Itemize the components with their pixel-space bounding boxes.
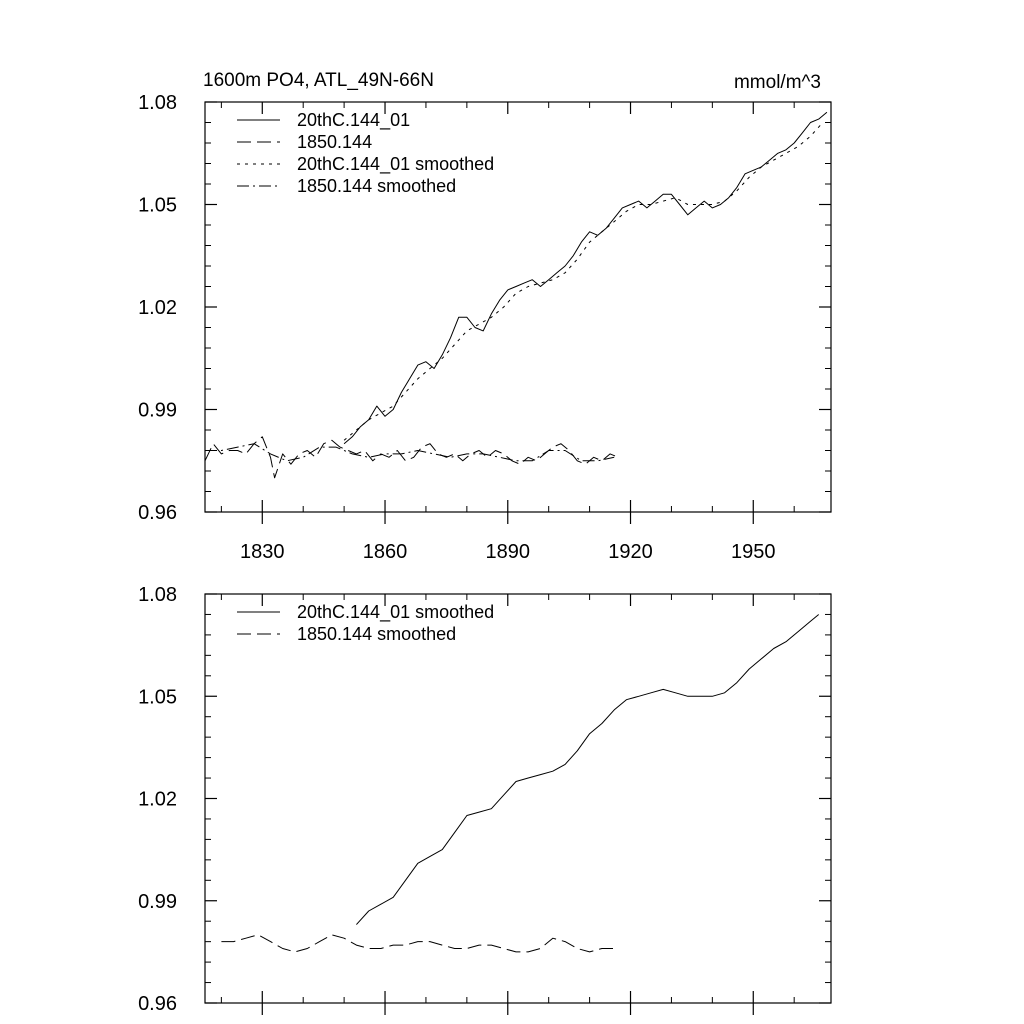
x-tick-label: 1950 (731, 541, 776, 563)
x-tick-label: 1830 (240, 541, 285, 563)
chart-title: 1600m PO4, ATL_49N-66N (203, 70, 434, 91)
legend-label: 20thC.144_01 smoothed (297, 602, 494, 623)
legend-label: 1850.144 smoothed (297, 176, 456, 196)
x-tick-label: 1890 (486, 541, 531, 563)
y-tick-label: 1.05 (138, 686, 177, 708)
x-tick-label: 1920 (608, 541, 653, 563)
y-tick-label: 1.05 (138, 195, 177, 217)
top-panel: 1830 1860 1890 1920 1950 0.96 0.99 1.02 1.05 1.08… (138, 70, 832, 563)
series-line (205, 443, 615, 462)
plot-frame (204, 593, 832, 1004)
legend-label: 1850.144 (297, 132, 372, 152)
series-line (343, 111, 828, 445)
y-tick-label: 0.99 (138, 891, 177, 913)
bottom-panel: 0.96 0.99 1.02 1.05 1.08 20thC.144_01 smoothe… (138, 584, 832, 1015)
y-tick-label: 1.08 (138, 92, 177, 114)
legend-label: 20thC.144_01 smoothed (297, 154, 494, 175)
series-line (204, 436, 619, 479)
legend-label: 20thC.144_01 (297, 110, 410, 131)
y-tick-label: 1.02 (138, 297, 177, 319)
series-line (221, 934, 615, 953)
y-tick-label: 0.96 (138, 502, 177, 524)
units-label: mmol/m^3 (734, 72, 821, 93)
y-tick-label: 0.99 (138, 400, 177, 422)
y-tick-label: 1.02 (138, 789, 177, 811)
y-tick-label: 1.08 (138, 584, 177, 606)
legend-label: 1850.144 smoothed (297, 624, 456, 644)
y-tick-label: 0.96 (138, 993, 177, 1015)
x-tick-label: 1860 (363, 541, 408, 563)
series-line (356, 614, 820, 925)
series-line (343, 122, 824, 441)
